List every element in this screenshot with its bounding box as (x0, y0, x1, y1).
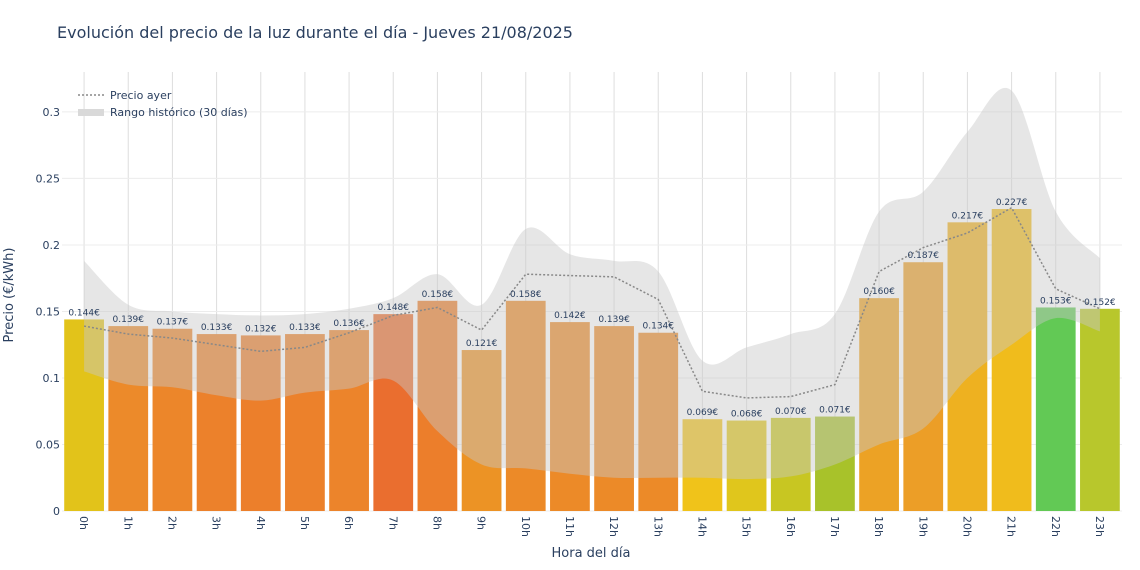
x-tick-label: 5h (298, 516, 311, 530)
price-bar (1080, 308, 1120, 511)
x-tick-label: 8h (430, 516, 443, 530)
price-bar (196, 334, 237, 511)
x-tick-label: 17h (828, 516, 841, 537)
bar-value-labels: 0.144€ 0.139€ 0.137€ 0.133€ 0.132€ 0.133€ 0.13… (68, 198, 1116, 420)
bar-value-label: 0.139€ (598, 315, 630, 325)
price-bar (64, 319, 104, 511)
x-axis-ticks: 0h 1h 2h 3h 4h 5h 6h 7h 8h 9h 10h 11h 12h 13h 14h 15h 16… (77, 516, 1106, 537)
price-bar (947, 222, 988, 511)
price-bar (461, 350, 502, 511)
x-tick-label: 15h (740, 516, 753, 537)
legend-swatch-rango-historico (78, 109, 104, 116)
x-tick-label: 2h (165, 516, 178, 530)
y-tick-label: 0.1 (43, 372, 61, 385)
bar-value-label: 0.071€ (819, 406, 851, 416)
price-bar (726, 420, 767, 511)
x-tick-label: 6h (342, 516, 355, 530)
x-tick-label: 12h (607, 516, 620, 537)
price-bar (285, 334, 325, 511)
bar-value-label: 0.160€ (863, 287, 895, 297)
y-tick-label: 0.15 (36, 305, 61, 318)
bar-value-label: 0.158€ (422, 290, 454, 300)
y-tick-label: 0.05 (36, 438, 61, 451)
price-bar (240, 335, 281, 511)
x-tick-label: 10h (519, 516, 532, 537)
price-bar (1035, 307, 1076, 511)
bar-value-label: 0.070€ (775, 407, 807, 417)
x-tick-label: 7h (386, 516, 399, 530)
price-bar (638, 332, 679, 511)
price-bar (108, 326, 149, 511)
y-tick-label: 0 (53, 505, 60, 518)
price-bar (417, 300, 458, 511)
price-bar (329, 330, 369, 511)
bar-value-label: 0.153€ (1040, 296, 1072, 306)
bar-value-label: 0.148€ (378, 303, 410, 313)
bars (64, 209, 1120, 511)
y-axis-ticks: 0 0.05 0.1 0.15 0.2 0.25 0.3 (36, 106, 61, 518)
price-bar (505, 300, 546, 511)
yesterday-line (83, 206, 1101, 399)
bar-value-label: 0.158€ (510, 290, 542, 300)
price-bar (815, 416, 855, 511)
x-tick-label: 18h (872, 516, 885, 537)
historical-range-band (84, 87, 1100, 480)
bar-value-label: 0.187€ (908, 251, 940, 261)
x-tick-label: 20h (960, 516, 973, 537)
price-bar (550, 322, 590, 511)
bar-value-label: 0.152€ (1084, 298, 1116, 308)
x-axis-title: Hora del día (552, 546, 631, 561)
y-axis-title: Precio (€/kWh) (2, 248, 17, 343)
x-tick-label: 0h (77, 516, 90, 530)
bar-value-label: 0.133€ (201, 323, 233, 333)
price-bar (770, 417, 811, 511)
price-bar (594, 326, 634, 511)
x-tick-label: 1h (121, 516, 134, 530)
legend-label-rango-historico: Rango histórico (30 días) (110, 106, 248, 119)
x-tick-label: 23h (1093, 516, 1106, 537)
bar-value-label: 0.133€ (289, 323, 321, 333)
bar-value-label: 0.142€ (554, 311, 586, 321)
x-tick-label: 22h (1049, 516, 1062, 537)
bar-value-label: 0.121€ (466, 339, 498, 349)
price-bar (991, 209, 1032, 511)
x-tick-label: 16h (784, 516, 797, 537)
chart-title: Evolución del precio de la luz durante e… (57, 23, 573, 42)
bar-value-label: 0.144€ (68, 308, 100, 318)
bar-value-label: 0.132€ (245, 324, 277, 334)
price-bar (682, 419, 723, 511)
y-tick-label: 0.25 (36, 172, 61, 185)
x-tick-label: 4h (254, 516, 267, 530)
historical-range-area (84, 87, 1100, 480)
x-tick-label: 14h (695, 516, 708, 537)
x-tick-label: 21h (1005, 516, 1018, 537)
y-tick-label: 0.2 (43, 239, 61, 252)
x-tick-label: 9h (475, 516, 488, 530)
yesterday-price-line (83, 206, 1101, 399)
x-tick-label: 19h (916, 516, 929, 537)
bar-value-label: 0.068€ (731, 410, 763, 420)
price-bar (903, 262, 944, 511)
legend: Precio ayer Rango histórico (30 días) (78, 89, 248, 119)
bar-value-label: 0.136€ (333, 319, 365, 329)
legend-label-precio-ayer: Precio ayer (110, 89, 172, 102)
bar-value-label: 0.227€ (996, 198, 1028, 208)
y-tick-label: 0.3 (43, 106, 61, 119)
bar-value-label: 0.134€ (643, 322, 675, 332)
price-bar (152, 328, 193, 511)
x-tick-label: 13h (651, 516, 664, 537)
price-bar (859, 298, 899, 511)
bar-value-label: 0.139€ (113, 315, 145, 325)
bar-value-label: 0.069€ (687, 408, 719, 418)
x-tick-label: 11h (563, 516, 576, 537)
price-bar (373, 314, 414, 511)
x-tick-label: 3h (210, 516, 223, 530)
bar-value-label: 0.217€ (952, 211, 984, 221)
bar-value-label: 0.137€ (157, 318, 189, 328)
